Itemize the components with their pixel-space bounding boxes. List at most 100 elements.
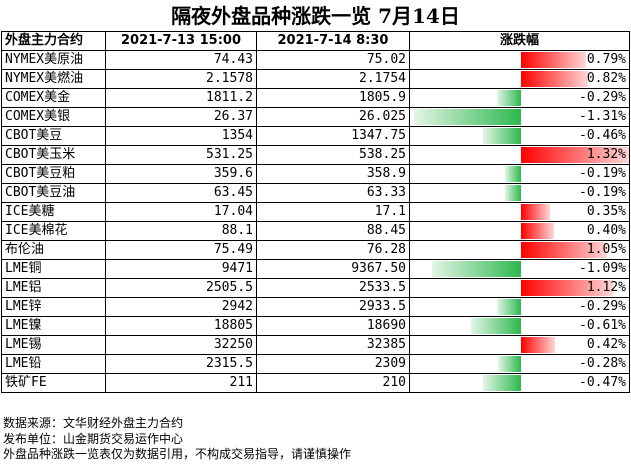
change-value: 0.35% <box>586 204 626 219</box>
change-value: -0.19% <box>579 185 626 200</box>
curr-price: 538.25 <box>256 145 410 165</box>
contract-name: LME镍 <box>1 316 106 336</box>
change-bar-down <box>414 109 521 125</box>
contract-name: CBOT美玉米 <box>1 145 106 165</box>
contract-name: NYMEX美原油 <box>1 50 106 70</box>
change-bar-down <box>497 90 521 106</box>
prev-price: 211 <box>105 373 257 393</box>
change-bar-down <box>471 318 521 334</box>
change-bar-down <box>497 299 521 315</box>
table-row: 铁矿FE 211 210 -0.47% <box>1 373 630 393</box>
header-curr: 2021-7-14 8:30 <box>256 31 410 51</box>
curr-price: 75.02 <box>256 50 410 70</box>
prev-price: 9471 <box>105 259 257 279</box>
table-row: NYMEX美原油 74.43 75.02 0.79% <box>1 50 630 70</box>
change-cell: -0.29% <box>409 88 630 108</box>
change-value: -0.29% <box>579 90 626 105</box>
change-bar-up <box>521 147 629 163</box>
change-cell: 0.79% <box>409 50 630 70</box>
table-row: CBOT美豆粕 359.6 358.9 -0.19% <box>1 164 630 184</box>
contract-name: LME锡 <box>1 335 106 355</box>
table-row: NYMEX美燃油 2.1578 2.1754 0.82% <box>1 69 630 89</box>
change-cell: 1.32% <box>409 145 630 165</box>
contract-name: ICE美棉花 <box>1 221 106 241</box>
contract-name: ICE美糖 <box>1 202 106 222</box>
change-value: -0.46% <box>579 128 626 143</box>
contract-name: LME铅 <box>1 354 106 374</box>
change-cell: -1.09% <box>409 259 630 279</box>
prev-price: 2315.5 <box>105 354 257 374</box>
prev-price: 531.25 <box>105 145 257 165</box>
header-contract: 外盘主力合约 <box>1 31 106 51</box>
change-bar-down <box>483 128 521 144</box>
change-bar-up <box>521 71 588 87</box>
change-cell: -0.47% <box>409 373 630 393</box>
table-row: ICE美糖 17.04 17.1 0.35% <box>1 202 630 222</box>
table-row: LME铅 2315.5 2309 -0.28% <box>1 354 630 374</box>
curr-price: 2533.5 <box>256 278 410 298</box>
price-change-table: 外盘主力合约 2021-7-13 15:00 2021-7-14 8:30 涨跌… <box>1 31 630 393</box>
change-value: 0.40% <box>586 223 626 238</box>
table-row: CBOT美豆油 63.45 63.33 -0.19% <box>1 183 630 203</box>
contract-name: 布伦油 <box>1 240 106 260</box>
prev-price: 1811.2 <box>105 88 257 108</box>
table-row: LME镍 18805 18690 -0.61% <box>1 316 630 336</box>
change-value: -0.47% <box>579 375 626 390</box>
contract-name: LME锌 <box>1 297 106 317</box>
contract-name: CBOT美豆油 <box>1 183 106 203</box>
change-cell: -0.19% <box>409 164 630 184</box>
table-row: LME锡 32250 32385 0.42% <box>1 335 630 355</box>
curr-price: 26.025 <box>256 107 410 127</box>
contract-name: LME铝 <box>1 278 106 298</box>
table-row: COMEX美金 1811.2 1805.9 -0.29% <box>1 88 630 108</box>
change-value: 1.12% <box>586 280 626 295</box>
curr-price: 32385 <box>256 335 410 355</box>
contract-name: CBOT美豆粕 <box>1 164 106 184</box>
change-cell: 0.82% <box>409 69 630 89</box>
change-value: 1.05% <box>586 242 626 257</box>
change-bar-up <box>521 337 555 353</box>
change-bar-up <box>521 242 607 258</box>
curr-price: 18690 <box>256 316 410 336</box>
change-bar-up <box>521 280 613 296</box>
change-value: -0.19% <box>579 166 626 181</box>
note-source: 数据来源：文华财经外盘主力合约 <box>3 416 184 430</box>
prev-price: 74.43 <box>105 50 257 70</box>
note-disclaimer: 外盘品种涨跌一览表仅为数据引用，不构成交易指导，请谨慎操作 <box>3 447 352 461</box>
change-value: -1.31% <box>579 109 626 124</box>
change-value: -0.28% <box>579 356 626 371</box>
prev-price: 32250 <box>105 335 257 355</box>
table-row: LME锌 2942 2933.5 -0.29% <box>1 297 630 317</box>
contract-name: COMEX美金 <box>1 88 106 108</box>
contract-name: COMEX美银 <box>1 107 106 127</box>
curr-price: 63.33 <box>256 183 410 203</box>
change-bar-down <box>498 356 521 372</box>
table-row: 布伦油 75.49 76.28 1.05% <box>1 240 630 260</box>
contract-name: NYMEX美燃油 <box>1 69 106 89</box>
change-bar-down <box>432 261 521 277</box>
curr-price: 2933.5 <box>256 297 410 317</box>
prev-price: 359.6 <box>105 164 257 184</box>
table-row: COMEX美银 26.37 26.025 -1.31% <box>1 107 630 127</box>
change-cell: -0.19% <box>409 183 630 203</box>
change-cell: 1.12% <box>409 278 630 298</box>
prev-price: 2505.5 <box>105 278 257 298</box>
prev-price: 2.1578 <box>105 69 257 89</box>
note-publisher: 发布单位：山金期货交易运作中心 <box>3 431 184 446</box>
prev-price: 63.45 <box>105 183 257 203</box>
change-bar-down <box>505 166 521 182</box>
prev-price: 2942 <box>105 297 257 317</box>
table-row: ICE美棉花 88.1 88.45 0.40% <box>1 221 630 241</box>
change-cell: 1.05% <box>409 240 630 260</box>
change-bar-up <box>521 52 586 68</box>
header-prev: 2021-7-13 15:00 <box>105 31 257 51</box>
change-value: -0.29% <box>579 299 626 314</box>
table-row: LME铝 2505.5 2533.5 1.12% <box>1 278 630 298</box>
change-cell: 0.35% <box>409 202 630 222</box>
change-bar-up <box>521 204 550 220</box>
change-cell: -0.29% <box>409 297 630 317</box>
change-bar-down <box>505 185 521 201</box>
contract-name: CBOT美豆 <box>1 126 106 146</box>
prev-price: 18805 <box>105 316 257 336</box>
